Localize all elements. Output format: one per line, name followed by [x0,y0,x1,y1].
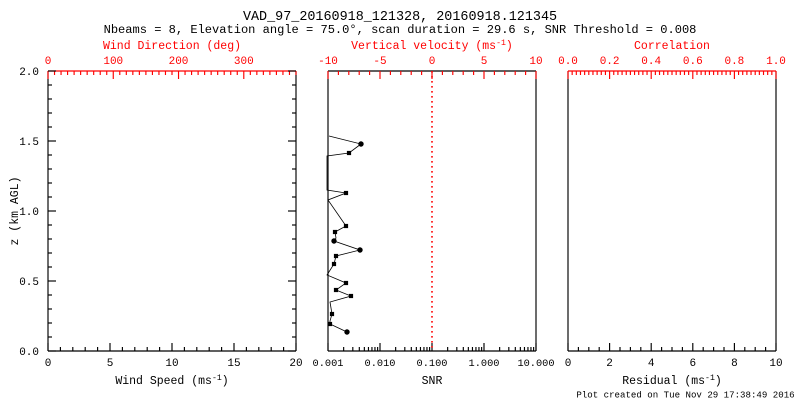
svg-text:5: 5 [481,56,488,68]
svg-text:0: 0 [429,56,436,68]
svg-text:0.4: 0.4 [641,56,661,68]
svg-text:0.2: 0.2 [600,56,620,68]
svg-text:0.010: 0.010 [365,358,396,370]
svg-text:10: 10 [529,56,542,68]
svg-text:5: 5 [107,358,114,370]
svg-text:200: 200 [169,56,189,68]
svg-text:0: 0 [45,358,52,370]
svg-text:300: 300 [234,56,254,68]
svg-text:0.0: 0.0 [19,347,39,359]
svg-text:1.000: 1.000 [469,358,500,370]
svg-text:1.5: 1.5 [19,137,39,149]
svg-text:Vertical velocity (ms-1): Vertical velocity (ms-1) [351,39,513,53]
svg-text:0: 0 [45,56,52,68]
svg-text:10: 10 [165,358,178,370]
svg-text:Wind Direction (deg): Wind Direction (deg) [103,40,241,53]
svg-text:0.001: 0.001 [313,358,344,370]
svg-text:Plot created on Tue Nov 29 17:: Plot created on Tue Nov 29 17:38:49 2016 [576,390,794,400]
svg-text:2.0: 2.0 [19,67,39,79]
svg-text:20: 20 [289,358,302,370]
svg-text:1.0: 1.0 [766,56,786,68]
svg-text:z (km AGL): z (km AGL) [9,176,22,245]
svg-text:0.6: 0.6 [683,56,703,68]
svg-text:6: 6 [689,358,696,370]
svg-text:0: 0 [565,358,572,370]
svg-text:Wind Speed (ms-1): Wind Speed (ms-1) [115,374,228,388]
svg-text:0.8: 0.8 [724,56,744,68]
svg-text:10: 10 [769,358,782,370]
svg-text:1.0: 1.0 [19,207,39,219]
svg-text:SNR: SNR [422,375,443,388]
svg-text:-10: -10 [318,56,338,68]
svg-text:0.100: 0.100 [417,358,448,370]
svg-text:0.5: 0.5 [19,277,39,289]
svg-text:-5: -5 [373,56,386,68]
svg-text:10.000: 10.000 [517,358,554,370]
svg-text:Correlation: Correlation [634,40,710,53]
svg-text:100: 100 [103,56,123,68]
svg-text:0.0: 0.0 [558,56,578,68]
svg-text:Nbeams = 8, Elevation angle =: Nbeams = 8, Elevation angle = 75.0°, sca… [104,23,697,37]
svg-text:4: 4 [648,358,655,370]
svg-text:2: 2 [606,358,613,370]
svg-text:8: 8 [731,358,738,370]
svg-text:15: 15 [227,358,240,370]
